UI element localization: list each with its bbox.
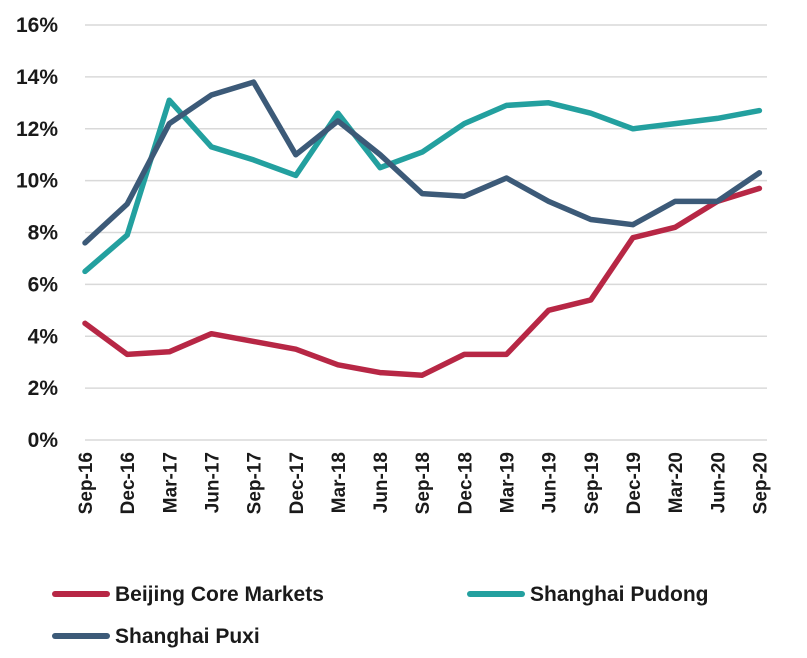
series-line-shanghai-pudong [82,97,763,275]
y-tick-label: 6% [28,273,59,296]
x-tick-label: Sep-20 [750,452,771,514]
x-tick-label: Dec-17 [287,452,308,514]
legend-label: Shanghai Pudong [530,583,709,606]
y-tick-label: 4% [28,325,59,348]
x-axis-ticks: Sep-16 Dec-16 Mar-17 Jun-17 Sep-17 Dec-17 Mar-… [76,452,771,514]
series-lines [82,79,763,378]
x-tick-label: Sep-18 [413,452,434,514]
legend-item-shanghai-pudong: Shanghai Pudong [467,583,709,606]
legend-label: Shanghai Puxi [115,625,260,648]
x-tick-label: Jun-18 [371,452,392,513]
x-tick-label: Jun-19 [540,452,561,513]
x-tick-label: Dec-19 [624,452,645,514]
y-tick-label: 8% [28,222,59,245]
x-tick-label: Jun-17 [202,452,223,513]
x-tick-label: Dec-16 [118,452,139,514]
series-line-shanghai-puxi [82,79,763,246]
legend-label: Beijing Core Markets [115,583,324,606]
series-line-beijing-core-markets [82,185,763,378]
legend-item-shanghai-puxi: Shanghai Puxi [52,625,260,648]
y-tick-label: 16% [16,14,58,37]
x-tick-label: Sep-16 [76,452,97,514]
x-tick-label: Mar-18 [329,452,350,513]
legend-item-beijing-core-markets: Beijing Core Markets [52,583,324,606]
x-tick-label: Mar-19 [498,452,519,513]
x-tick-label: Sep-19 [582,452,603,514]
x-tick-label: Jun-20 [708,452,729,513]
y-axis-ticks: 0% 2% 4% 6% 8% 10% 12% 14% 16% [16,14,58,452]
y-tick-label: 14% [16,66,58,89]
y-tick-label: 12% [16,118,58,141]
x-tick-label: Mar-17 [160,452,181,513]
y-tick-label: 0% [28,429,59,452]
x-tick-label: Sep-17 [245,452,266,514]
x-tick-label: Mar-20 [666,452,687,513]
legend: Beijing Core Markets Shanghai Pudong Shang… [52,583,709,648]
y-tick-label: 10% [16,170,58,193]
x-tick-label: Dec-18 [455,452,476,514]
y-tick-label: 2% [28,377,59,400]
